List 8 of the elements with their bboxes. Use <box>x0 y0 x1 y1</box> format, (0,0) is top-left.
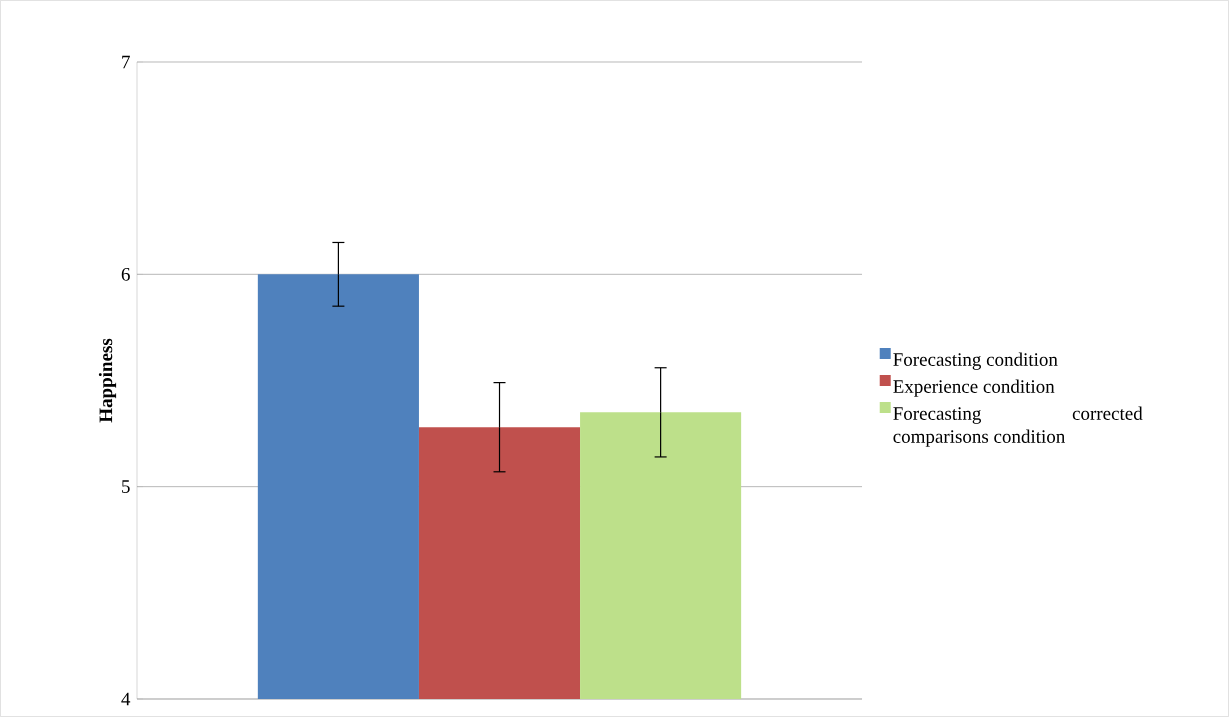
y-tick-label: 5 <box>122 480 130 494</box>
y-axis-title: Happiness <box>98 338 117 423</box>
legend-label: Forecasting condition <box>893 352 1058 370</box>
y-tick-label: 4 <box>121 692 131 706</box>
legend-label: Experience condition <box>893 379 1055 397</box>
y-tick-label: 6 <box>121 268 130 281</box>
y-tick-label: 7 <box>122 55 130 69</box>
text: Forecasting corrected comparisons condition <box>893 406 1143 447</box>
